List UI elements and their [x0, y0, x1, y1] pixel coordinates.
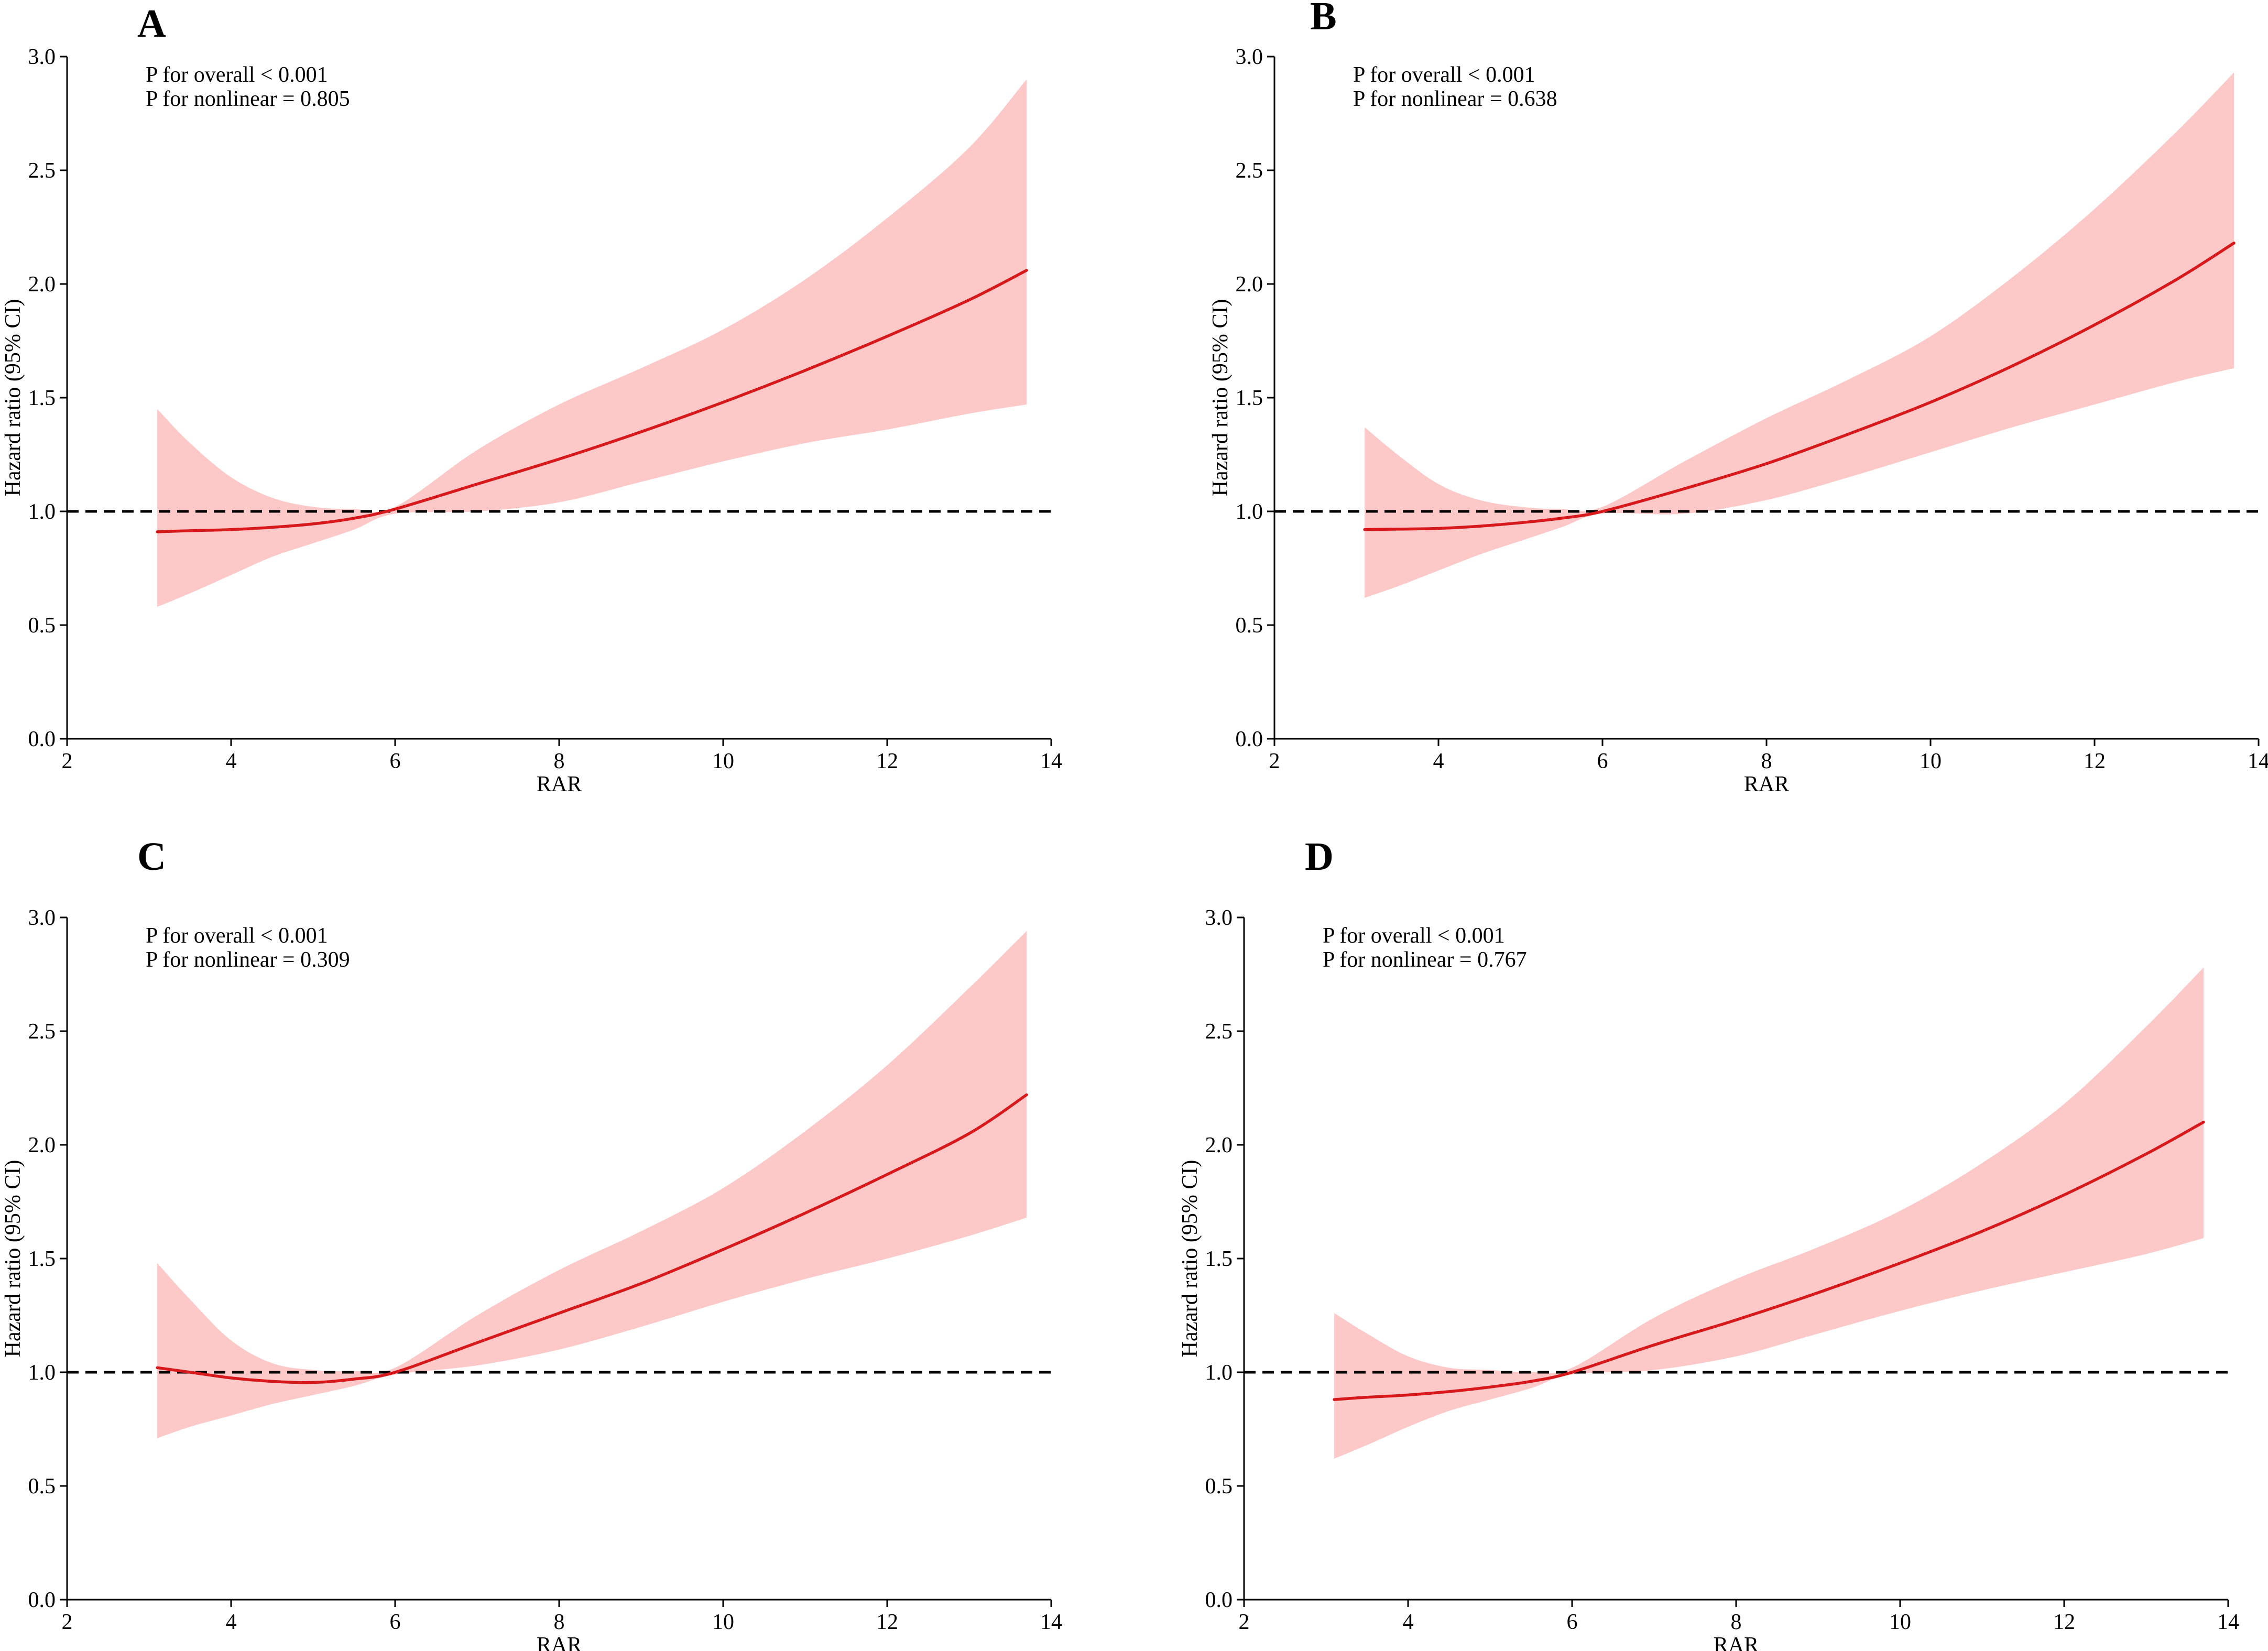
- x-axis-label: RAR: [537, 1633, 582, 1651]
- panel-c: 0.0 0.5 1.0 1.5 2.0 2.5 3.0 2 4 6 8 10 12 14 RAR Hazard…: [1, 835, 1062, 1651]
- x-tick-label: 8: [1761, 749, 1772, 773]
- x-tick-label: 12: [876, 1610, 898, 1634]
- y-tick-label: 1.5: [28, 386, 56, 410]
- hr-line: [1363, 242, 2236, 531]
- y-axis-label: Hazard ratio (95% CI): [1178, 1160, 1202, 1358]
- panel-letter: A: [137, 2, 166, 46]
- y-tick-label: 1.0: [28, 1361, 56, 1385]
- x-axis-label: RAR: [537, 772, 582, 796]
- p-value-annotation: P for overall < 0.001: [1353, 63, 1535, 87]
- x-tick-label: 8: [1731, 1610, 1742, 1634]
- y-tick-label: 3.0: [1205, 906, 1233, 930]
- x-tick-label: 14: [1040, 1610, 1062, 1634]
- x-tick-label: 4: [226, 1610, 237, 1634]
- y-axis-label: Hazard ratio (95% CI): [1, 299, 25, 497]
- y-tick-label: 2.0: [1205, 1133, 1233, 1157]
- x-tick-label: 6: [390, 749, 401, 773]
- y-tick-label: 2.5: [1236, 159, 1263, 183]
- x-tick-label: 8: [554, 1610, 565, 1634]
- y-tick-label: 1.5: [28, 1247, 56, 1271]
- ci-band: [1365, 72, 2234, 598]
- y-tick-label: 1.5: [1236, 386, 1263, 410]
- y-axis-label: Hazard ratio (95% CI): [1, 1160, 25, 1358]
- x-tick-label: 8: [554, 749, 565, 773]
- p-value-annotation: P for overall < 0.001: [1323, 924, 1505, 948]
- y-tick-label: 2.0: [28, 272, 56, 297]
- p-value-annotation: P for nonlinear = 0.638: [1353, 87, 1557, 111]
- y-tick-label: 3.0: [1236, 45, 1263, 69]
- p-value-annotation: P for nonlinear = 0.767: [1323, 948, 1527, 972]
- y-tick-label: 0.5: [1205, 1474, 1233, 1499]
- x-tick-label: 6: [390, 1610, 401, 1634]
- panel-d: 0.0 0.5 1.0 1.5 2.0 2.5 3.0 2 4 6 8 10 12 14 RAR Hazard…: [1178, 835, 2239, 1651]
- y-tick-label: 0.0: [1205, 1588, 1233, 1612]
- x-tick-label: 12: [876, 749, 898, 773]
- y-axis-label: Hazard ratio (95% CI): [1208, 299, 1233, 497]
- y-tick-label: 2.0: [1236, 272, 1263, 297]
- panel-a: 0.0 0.5 1.0 1.5 2.0 2.5 3.0 2 4 6 8 10 12 14 RAR Hazard…: [1, 2, 1062, 796]
- panel-letter: B: [1310, 0, 1337, 38]
- x-tick-label: 10: [712, 1610, 734, 1634]
- x-axis-label: RAR: [1714, 1633, 1759, 1651]
- x-tick-label: 4: [1433, 749, 1444, 773]
- p-value-annotation: P for nonlinear = 0.805: [146, 87, 350, 111]
- hr-line: [1333, 1120, 2205, 1401]
- hr-line: [156, 269, 1028, 533]
- x-tick-label: 14: [2248, 749, 2268, 773]
- y-tick-label: 1.0: [1205, 1361, 1233, 1385]
- x-tick-label: 6: [1597, 749, 1608, 773]
- x-tick-label: 4: [1403, 1610, 1414, 1634]
- panel-letter: C: [137, 835, 166, 879]
- x-tick-label: 14: [2217, 1610, 2239, 1634]
- y-tick-label: 0.0: [28, 1588, 56, 1612]
- panel-letter: D: [1305, 835, 1334, 879]
- y-tick-label: 2.0: [28, 1133, 56, 1157]
- y-tick-label: 1.5: [1205, 1247, 1233, 1271]
- x-tick-label: 10: [712, 749, 734, 773]
- x-tick-label: 2: [1269, 749, 1280, 773]
- p-value-annotation: P for overall < 0.001: [146, 924, 328, 948]
- p-value-annotation: P for overall < 0.001: [146, 63, 328, 87]
- x-tick-label: 12: [2053, 1610, 2075, 1634]
- ci-band: [1334, 967, 2204, 1459]
- y-tick-label: 0.5: [28, 1474, 56, 1499]
- x-tick-label: 12: [2084, 749, 2106, 773]
- y-tick-label: 0.0: [28, 727, 56, 751]
- ci-band: [157, 79, 1027, 607]
- ci-band: [157, 931, 1027, 1438]
- p-value-annotation: P for nonlinear = 0.309: [146, 948, 350, 972]
- x-axis-label: RAR: [1744, 772, 1789, 796]
- x-tick-label: 4: [226, 749, 237, 773]
- hr-line: [156, 1093, 1028, 1384]
- x-tick-label: 2: [62, 749, 73, 773]
- x-tick-label: 2: [1239, 1610, 1250, 1634]
- x-tick-label: 2: [62, 1610, 73, 1634]
- x-tick-label: 14: [1040, 749, 1062, 773]
- y-tick-label: 2.5: [28, 159, 56, 183]
- x-tick-label: 6: [1567, 1610, 1578, 1634]
- y-tick-label: 0.5: [28, 614, 56, 638]
- y-tick-label: 0.0: [1236, 727, 1263, 751]
- y-tick-label: 2.5: [28, 1020, 56, 1044]
- y-tick-label: 3.0: [28, 45, 56, 69]
- x-tick-label: 10: [1920, 749, 1942, 773]
- panel-b: 0.0 0.5 1.0 1.5 2.0 2.5 3.0 2 4 6 8 10 12 14 RAR Hazard…: [1208, 0, 2268, 796]
- y-tick-label: 1.0: [28, 500, 56, 524]
- x-tick-label: 10: [1889, 1610, 1911, 1634]
- y-tick-label: 1.0: [1236, 500, 1263, 524]
- y-tick-label: 3.0: [28, 906, 56, 930]
- y-tick-label: 2.5: [1205, 1020, 1233, 1044]
- y-tick-label: 0.5: [1236, 614, 1263, 638]
